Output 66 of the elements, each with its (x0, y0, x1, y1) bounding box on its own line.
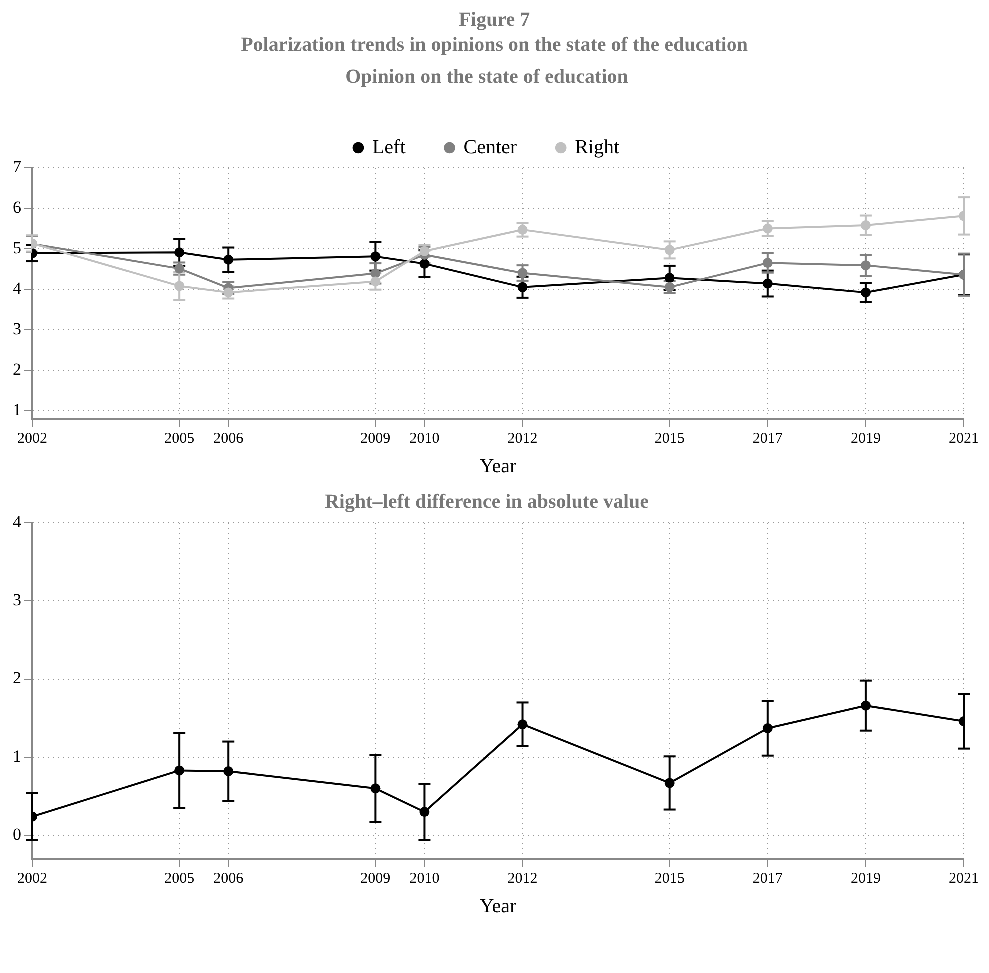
point (370, 252, 381, 262)
x-tick-label: 2005 (164, 870, 195, 887)
x-tick-label: 2002 (18, 870, 48, 887)
y-tick-label: 1 (13, 400, 22, 420)
point (518, 224, 528, 235)
x-tick-label: 2019 (850, 430, 881, 447)
point (664, 245, 675, 256)
legend-label: Left (372, 136, 406, 158)
point (224, 766, 234, 776)
point (224, 254, 234, 265)
text: Polarization trends in opinions on the state of the education (240, 33, 749, 58)
x-tick-label: 2010 (410, 870, 440, 887)
point (762, 278, 773, 289)
point (518, 268, 528, 278)
point (664, 778, 675, 788)
point (370, 784, 381, 794)
x-tick-label: 2002 (18, 430, 48, 447)
point (420, 807, 430, 818)
y-tick-label: 1 (13, 746, 22, 766)
point (664, 273, 675, 284)
y-tick-label: 3 (13, 590, 22, 610)
legend-label: Right (575, 136, 620, 158)
point (518, 720, 528, 730)
point (518, 282, 528, 292)
x-tick-label: 2017 (752, 430, 784, 447)
point (762, 258, 773, 268)
point (420, 258, 430, 269)
point (174, 248, 185, 258)
x-tick-label: 2015 (654, 870, 685, 887)
point (860, 288, 871, 298)
y-tick-label: 7 (13, 157, 22, 176)
point (762, 224, 773, 234)
y-tick-label: 5 (13, 238, 22, 258)
y-tick-label: 4 (13, 278, 22, 298)
x-tick-label: 2009 (360, 430, 391, 447)
y-tick-label: 4 (13, 512, 22, 532)
x-tick-label: 2005 (164, 430, 195, 447)
x-tick-label: 2021 (949, 870, 979, 887)
point (370, 276, 381, 287)
point (174, 766, 185, 776)
point (860, 700, 871, 711)
x-tick-label: 2009 (360, 870, 391, 887)
x-axis-title: Year (480, 895, 518, 918)
point (762, 724, 773, 734)
legend-label: Center (464, 136, 518, 158)
caption: Figure 7 (458, 8, 532, 33)
y-tick-label: 0 (13, 825, 22, 844)
x-tick-label: 2006 (214, 430, 244, 447)
x-axis-title: Year (480, 455, 518, 478)
point (860, 220, 871, 230)
x-tick-label: 2012 (508, 870, 538, 887)
x-tick-label: 2019 (850, 870, 881, 887)
x-tick-label: 2021 (949, 430, 979, 447)
chart-title: Right–left difference in absolute value (324, 491, 650, 514)
y-tick-label: 6 (13, 198, 22, 217)
chart-title: Opinion on the state of education (346, 66, 628, 88)
x-tick-label: 2012 (508, 430, 538, 447)
x-tick-label: 2015 (654, 430, 685, 447)
y-tick-label: 2 (13, 668, 22, 688)
y-tick-label: 2 (13, 360, 22, 379)
x-tick-label: 2010 (410, 430, 440, 447)
point (860, 260, 871, 271)
y-tick-label: 3 (13, 319, 22, 338)
point (174, 281, 185, 292)
x-tick-label: 2017 (752, 870, 784, 887)
x-tick-label: 2006 (214, 870, 244, 887)
